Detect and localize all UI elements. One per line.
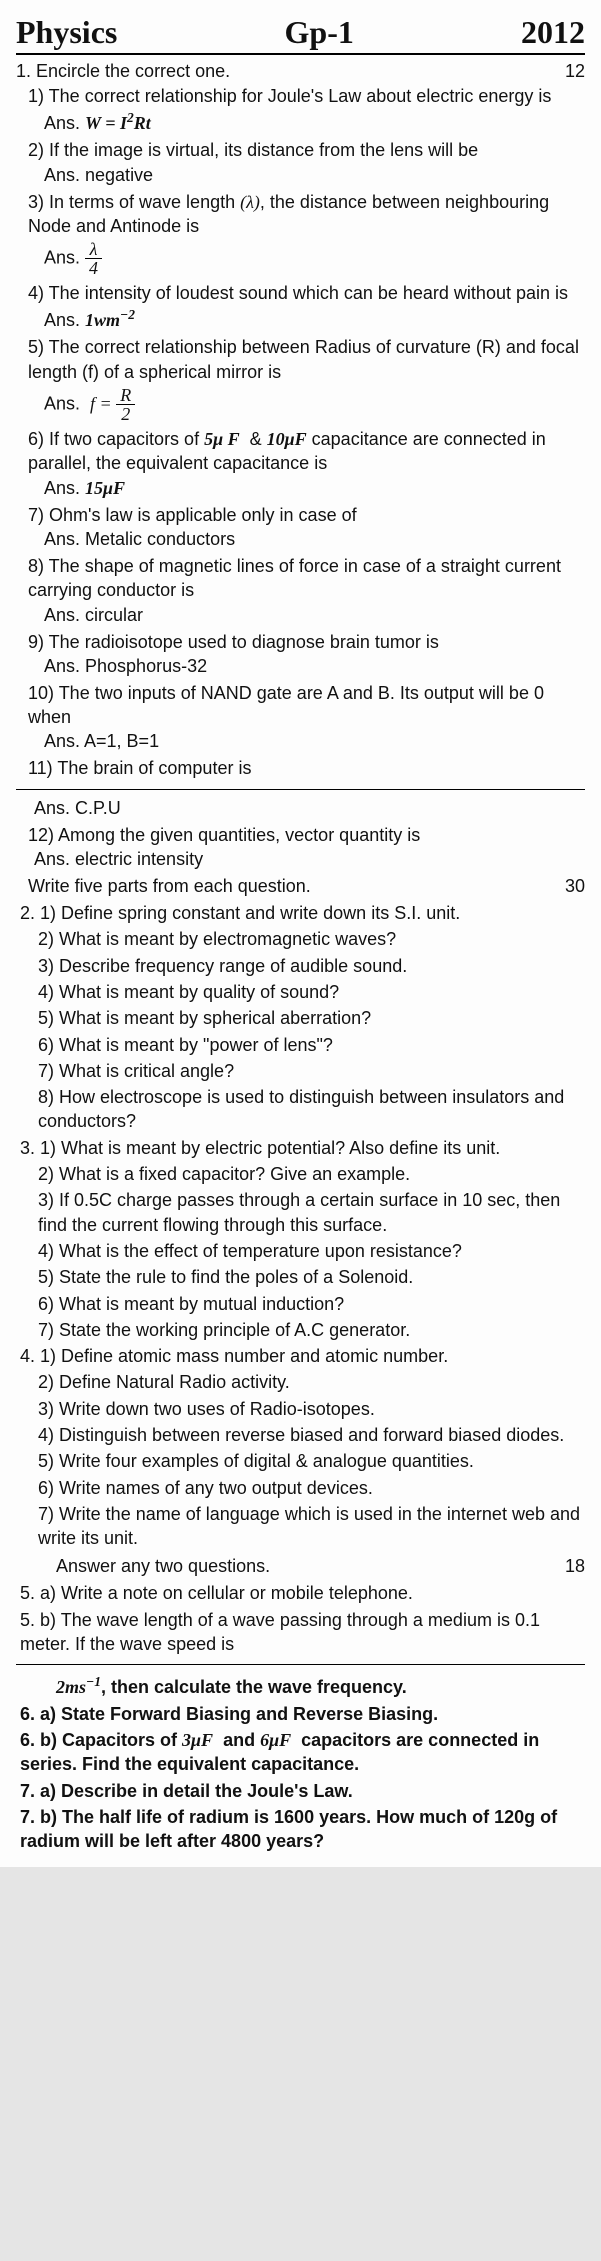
q2-3: 3) Describe frequency range of audible s… [20,954,585,978]
q4-6: 6) Write names of any two output devices… [20,1476,585,1500]
q4-2: 2) Define Natural Radio activity. [20,1370,585,1394]
q3-1: 3. 1) What is meant by electric potentia… [20,1136,585,1160]
q1-6: 6) If two capacitors of 5μ F & 10μF capa… [28,427,585,476]
q2-8: 8) How electroscope is used to distingui… [20,1085,585,1134]
q6-a: 6. a) State Forward Biasing and Reverse … [20,1702,585,1726]
q4-4: 4) Distinguish between reverse biased an… [20,1423,585,1447]
q1-10-ans: Ans. A=1, B=1 [44,731,585,752]
q1-2-ans: Ans. negative [44,165,585,186]
q1-12: 12) Among the given quantities, vector q… [28,823,585,847]
q7-a: 7. a) Describe in detail the Joule's Law… [20,1779,585,1803]
q4-3: 3) Write down two uses of Radio-isotopes… [20,1397,585,1421]
q1-5-ans: Ans. f = R2 [44,386,585,423]
q1-1: 1) The correct relationship for Joule's … [28,84,585,108]
subject: Physics [16,14,117,51]
q2-5: 5) What is meant by spherical aberration… [20,1006,585,1030]
q1-3-ans: Ans. λ4 [44,240,585,277]
q1-6-ans: Ans. 15μF [44,478,585,499]
q2-7: 7) What is critical angle? [20,1059,585,1083]
q6-b: 6. b) Capacitors of 3μF and 6μF capacito… [20,1728,585,1777]
q4-1: 4. 1) Define atomic mass number and atom… [20,1344,585,1368]
q3-6: 6) What is meant by mutual induction? [20,1292,585,1316]
q4-5: 5) Write four examples of digital & anal… [20,1449,585,1473]
q1-4-ans: Ans. 1wm−2 [44,307,585,331]
q2-6: 6) What is meant by "power of lens"? [20,1033,585,1057]
q3-5: 5) State the rule to find the poles of a… [20,1265,585,1289]
q3-4: 4) What is the effect of temperature upo… [20,1239,585,1263]
q2-1: 2. 1) Define spring constant and write d… [20,901,585,925]
q1-7: 7) Ohm's law is applicable only in case … [28,503,585,527]
q1-8: 8) The shape of magnetic lines of force … [28,554,585,603]
page-divider-2 [16,1664,585,1665]
q1-3: 3) In terms of wave length (λ), the dist… [28,190,585,239]
q1-1-ans: Ans. W = I2Rt [44,110,585,134]
q1-10: 10) The two inputs of NAND gate are A an… [28,681,585,730]
q1-9: 9) The radioisotope used to diagnose bra… [28,630,585,654]
q3-7: 7) State the working principle of A.C ge… [20,1318,585,1342]
q1-2: 2) If the image is virtual, its distance… [28,138,585,162]
q4-7: 7) Write the name of language which is u… [20,1502,585,1551]
q5-a: 5. a) Write a note on cellular or mobile… [20,1581,585,1605]
instruction-any-two: Answer any two questions. 18 [56,1556,585,1577]
q1-11-ans: Ans. C.P.U [34,798,585,819]
q1-12-ans: Ans. electric intensity [34,849,585,870]
paper-header: Physics Gp-1 2012 [16,14,585,55]
q1-4: 4) The intensity of loudest sound which … [28,281,585,305]
exam-paper: Physics Gp-1 2012 1. Encircle the correc… [0,0,601,1867]
q2-4: 4) What is meant by quality of sound? [20,980,585,1004]
q1-11: 11) The brain of computer is [28,756,585,780]
q5-b: 5. b) The wave length of a wave passing … [20,1608,585,1657]
q3-2: 2) What is a fixed capacitor? Give an ex… [20,1162,585,1186]
year: 2012 [521,14,585,51]
page-divider-1 [16,789,585,790]
q3-3: 3) If 0.5C charge passes through a certa… [20,1188,585,1237]
q1-5: 5) The correct relationship between Radi… [28,335,585,384]
instruction-5parts: Write five parts from each question. 30 [28,876,585,897]
q2-2: 2) What is meant by electromagnetic wave… [20,927,585,951]
q1-8-ans: Ans. circular [44,605,585,626]
q1-title: 1. Encircle the correct one. 12 [16,61,585,82]
q1-7-ans: Ans. Metalic conductors [44,529,585,550]
group: Gp-1 [285,14,354,51]
q5-b-tail: 2ms−1, then calculate the wave frequency… [56,1673,585,1699]
q7-b: 7. b) The half life of radium is 1600 ye… [20,1805,585,1854]
q1-9-ans: Ans. Phosphorus-32 [44,656,585,677]
